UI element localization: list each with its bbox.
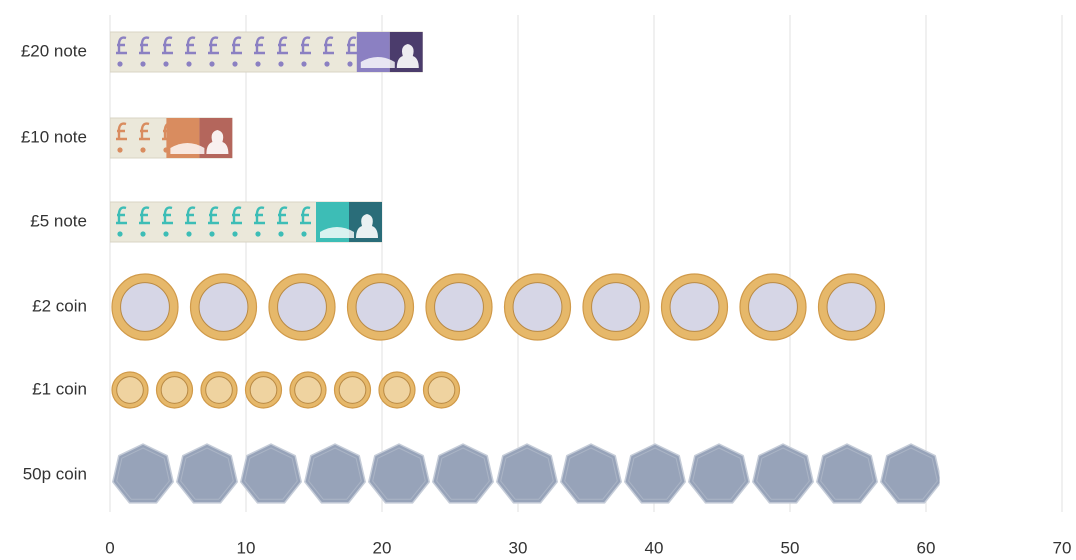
y-tick-label: £1 coin	[32, 379, 87, 398]
x-tick-label: 50	[781, 538, 800, 557]
x-tick-label: 40	[645, 538, 664, 557]
x-tick-label: 10	[237, 538, 256, 557]
x-tick-label: 60	[917, 538, 936, 557]
y-tick-label: £5 note	[30, 211, 87, 230]
y-tick-label: 50p coin	[23, 464, 87, 483]
bar	[111, 371, 461, 409]
x-tick-label: 70	[1053, 538, 1072, 557]
bar	[110, 201, 382, 243]
x-tick-label: 30	[509, 538, 528, 557]
bar	[110, 117, 233, 159]
bar	[110, 31, 423, 73]
y-tick-label: £10 note	[21, 127, 87, 146]
y-tick-label: £2 coin	[32, 296, 87, 315]
y-tick-label: £20 note	[21, 41, 87, 60]
x-tick-label: 20	[373, 538, 392, 557]
x-tick-label: 0	[105, 538, 114, 557]
bar	[111, 273, 886, 341]
bar	[112, 443, 940, 504]
